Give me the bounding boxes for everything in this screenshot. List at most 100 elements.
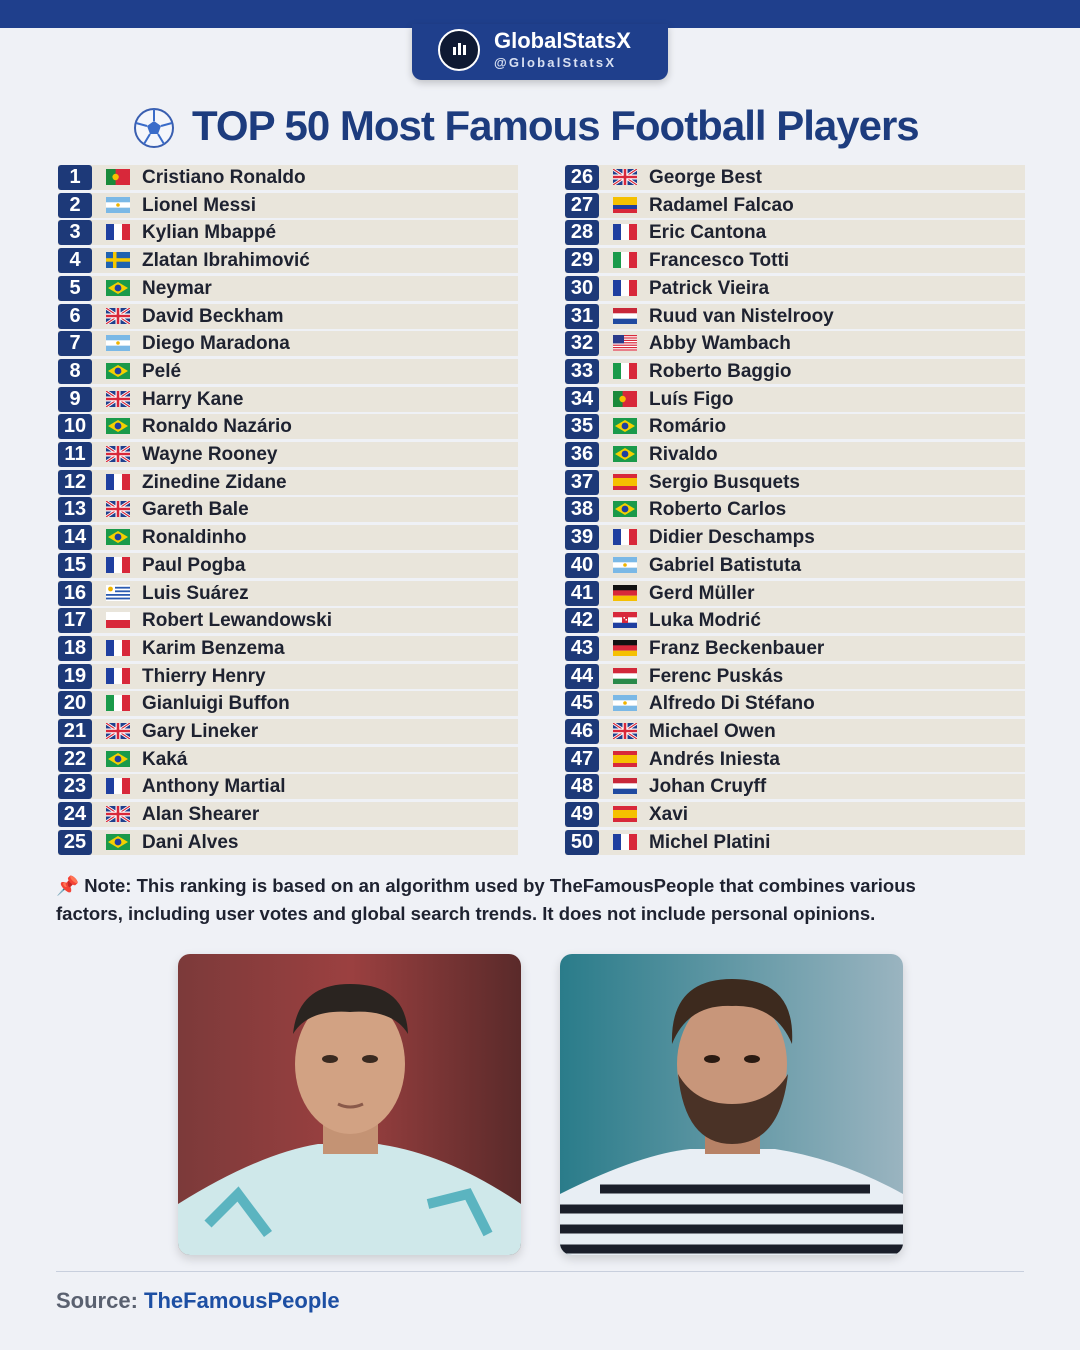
player-row: 6 David Beckham — [58, 303, 518, 329]
rank: 33 — [565, 358, 599, 384]
player-name: Sergio Busquets — [649, 471, 800, 493]
player-row: 3 Kylian Mbappé — [58, 220, 518, 246]
player-row: 11 Wayne Rooney — [58, 442, 518, 467]
player-row: 15 Paul Pogba — [58, 552, 518, 578]
flag — [106, 418, 130, 435]
flag — [106, 806, 130, 823]
flag — [106, 279, 130, 296]
rank: 42 — [565, 608, 599, 634]
player-row: 22 Kaká — [58, 746, 518, 772]
player-name: Wayne Rooney — [142, 444, 278, 465]
flag — [613, 501, 637, 518]
flag — [613, 446, 637, 462]
rank: 23 — [58, 774, 92, 800]
player-row: 46 Michael Owen — [565, 719, 1025, 744]
player-row: 18 Karim Benzema — [58, 635, 518, 661]
rank: 38 — [565, 497, 599, 523]
rank: 15 — [58, 552, 92, 578]
flag — [106, 778, 130, 795]
rank: 47 — [565, 746, 599, 772]
flag — [106, 169, 130, 185]
player-row: 14 Ronaldinho — [58, 525, 518, 551]
player-row: 26 George Best — [565, 165, 1025, 190]
rank: 25 — [58, 829, 92, 855]
player-row: 24 Alan Shearer — [58, 802, 518, 828]
player-name: Ruud van Nistelrooy — [649, 305, 834, 327]
player-name: Luis Suárez — [142, 582, 249, 604]
rank: 17 — [58, 608, 92, 634]
flag — [106, 307, 130, 324]
player-row: 21 Gary Lineker — [58, 719, 518, 744]
flag — [106, 667, 130, 684]
player-name: Neymar — [142, 277, 212, 299]
player-row: 29 Francesco Totti — [565, 248, 1025, 274]
flag — [613, 169, 637, 185]
flag — [613, 196, 637, 213]
player-row: 12 Zinedine Zidane — [58, 469, 518, 495]
logo-icon — [453, 43, 466, 55]
player-row: 41 Gerd Müller — [565, 580, 1025, 606]
flag — [613, 667, 637, 684]
rank: 20 — [58, 691, 92, 717]
flag — [613, 750, 637, 767]
rank: 37 — [565, 469, 599, 495]
brand-handle: @GlobalStatsX — [494, 55, 617, 70]
rank: 14 — [58, 525, 92, 551]
player-name: Abby Wambach — [649, 333, 791, 355]
player-row: 40 Gabriel Batistuta — [565, 552, 1025, 578]
player-name: Anthony Martial — [142, 776, 286, 798]
flag — [106, 612, 130, 629]
rank: 48 — [565, 774, 599, 800]
player-name: Thierry Henry — [142, 665, 266, 687]
player-row: 34 Luís Figo — [565, 386, 1025, 412]
flag — [613, 390, 637, 407]
player-row: 5 Neymar — [58, 275, 518, 301]
flag — [106, 833, 130, 850]
player-name: Karim Benzema — [142, 637, 285, 659]
player-name: Harry Kane — [142, 388, 244, 410]
player-name: Gary Lineker — [142, 721, 259, 742]
flag — [106, 556, 130, 573]
player-row: 25 Dani Alves — [58, 829, 518, 855]
player-row: 32 Abby Wambach — [565, 331, 1025, 357]
flag — [613, 806, 637, 823]
flag — [106, 224, 130, 241]
rank: 49 — [565, 802, 599, 828]
player-row: 31 Ruud van Nistelrooy — [565, 303, 1025, 329]
flag — [106, 446, 130, 462]
player-row: 20 Gianluigi Buffon — [58, 691, 518, 717]
player-row: 47 Andrés Iniesta — [565, 746, 1025, 772]
flag — [106, 196, 130, 213]
rank: 24 — [58, 802, 92, 828]
rank: 8 — [58, 358, 92, 384]
player-name: Ronaldinho — [142, 527, 247, 549]
player-name: Roberto Carlos — [649, 499, 787, 521]
flag — [106, 529, 130, 546]
player-name: Gareth Bale — [142, 499, 249, 521]
player-name: Luís Figo — [649, 388, 734, 410]
player-row: 42 Luka Modrić — [565, 608, 1025, 634]
player-row: 49 Xavi — [565, 802, 1025, 828]
player-row: 37 Sergio Busquets — [565, 469, 1025, 495]
brand-name: GlobalStatsX — [494, 28, 631, 53]
rank: 21 — [58, 719, 92, 744]
player-name: Gerd Müller — [649, 582, 755, 604]
player-name: Gabriel Batistuta — [649, 554, 802, 576]
player-name: Zinedine Zidane — [142, 471, 287, 493]
rank: 35 — [565, 414, 599, 440]
player-name: Andrés Iniesta — [649, 748, 780, 770]
player-name: Gianluigi Buffon — [142, 693, 290, 715]
rank: 4 — [58, 248, 92, 274]
player-name: Eric Cantona — [649, 222, 767, 244]
photo — [560, 954, 903, 1255]
player-name: Michael Owen — [649, 721, 776, 742]
rank: 2 — [58, 192, 92, 218]
player-name: Rivaldo — [649, 444, 718, 465]
flag — [613, 833, 637, 850]
player-row: 10 Ronaldo Nazário — [58, 414, 518, 440]
flag — [613, 307, 637, 324]
pin-icon: 📌 — [56, 875, 80, 896]
rank: 18 — [58, 635, 92, 661]
flag — [613, 362, 637, 379]
